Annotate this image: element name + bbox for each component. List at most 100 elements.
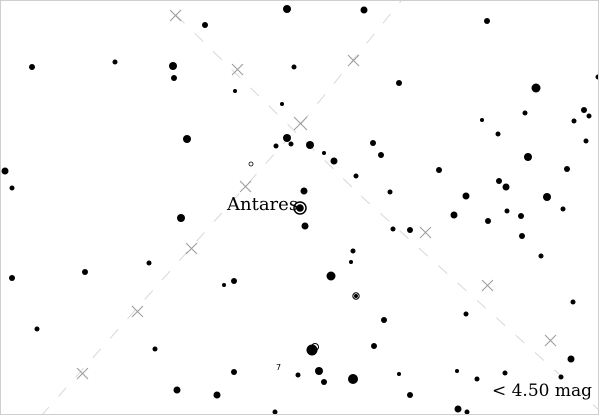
x-cross-icon: [131, 305, 144, 318]
star: [558, 374, 564, 380]
star: [353, 173, 359, 179]
star: [538, 253, 544, 259]
star: [34, 326, 40, 332]
x-cross-icon: [76, 367, 89, 380]
x-cross-icon: [419, 226, 432, 239]
star: [295, 372, 301, 378]
star: [273, 143, 279, 149]
star: [283, 5, 291, 13]
star: [464, 409, 470, 414]
star: [543, 193, 551, 201]
star: [371, 343, 377, 349]
star: [202, 22, 208, 28]
star: [390, 226, 396, 232]
star: [518, 213, 524, 219]
star: [396, 80, 402, 86]
star: [233, 89, 237, 93]
star: [450, 211, 458, 219]
star: [173, 386, 181, 394]
x-cross-icon: [293, 116, 308, 131]
star: [231, 278, 237, 284]
special-stars: [248, 161, 360, 351]
star: [29, 64, 35, 70]
x-cross-icon: [239, 180, 252, 193]
x-cross-icon: [185, 242, 198, 255]
star: [280, 102, 284, 106]
star: [1, 167, 9, 175]
star: [9, 275, 15, 281]
star: [381, 317, 387, 323]
star: [213, 391, 221, 399]
star: [462, 192, 470, 200]
star: [348, 374, 358, 384]
star: [496, 178, 502, 184]
star: [222, 283, 226, 287]
star: [306, 344, 318, 356]
star: [480, 118, 484, 122]
magnitude-limit-label: < 4.50 mag: [491, 381, 592, 401]
star: [112, 59, 118, 65]
star: [306, 141, 314, 149]
star: [152, 346, 158, 352]
star: [82, 269, 88, 275]
grid-markers: [76, 9, 557, 380]
star: [567, 355, 575, 363]
star: [586, 113, 592, 119]
star: [463, 311, 469, 317]
star: [454, 405, 462, 413]
star: [146, 260, 152, 266]
star: [474, 376, 480, 382]
ringed-star-icon: [352, 292, 360, 300]
star: [272, 409, 278, 414]
x-cross-icon: [231, 63, 244, 76]
star: [322, 151, 326, 155]
star: [455, 369, 459, 373]
open-circle-icon: [248, 161, 254, 167]
star: [315, 367, 323, 375]
star: [169, 62, 177, 70]
grid-lines: [42, 1, 598, 414]
star: [485, 218, 491, 224]
star: [360, 6, 368, 14]
star: [570, 299, 576, 305]
star: [387, 189, 393, 195]
star-label-antares[interactable]: Antares: [227, 194, 299, 215]
star: [301, 222, 309, 230]
star: [177, 214, 185, 222]
star: [531, 83, 541, 93]
x-cross-icon: [169, 9, 182, 22]
x-cross-icon: [481, 279, 494, 292]
grid-line: [360, 195, 598, 410]
star: [349, 260, 353, 264]
star: [171, 75, 177, 81]
star: [283, 134, 291, 142]
star: [436, 167, 442, 173]
star: [288, 141, 294, 147]
star: [291, 64, 297, 70]
star: [504, 208, 510, 214]
ringed-star-icon: [311, 343, 319, 351]
star: [583, 138, 589, 144]
star: [9, 185, 15, 191]
x-cross-icon: [544, 334, 557, 347]
star: [519, 233, 525, 239]
star: [397, 372, 401, 376]
grid-line: [175, 14, 362, 197]
star-annotation: 7: [276, 363, 282, 372]
star: [231, 369, 237, 375]
star: [183, 135, 191, 143]
star: [326, 271, 336, 281]
star: [495, 131, 501, 137]
star: [522, 110, 528, 116]
star: [350, 248, 356, 254]
star: [300, 187, 308, 195]
star: [321, 379, 327, 385]
star: [407, 227, 413, 233]
star: [330, 157, 338, 165]
star: [502, 370, 508, 376]
ringed-star-icon: [293, 201, 307, 215]
star: [595, 74, 598, 80]
star: [581, 107, 587, 113]
